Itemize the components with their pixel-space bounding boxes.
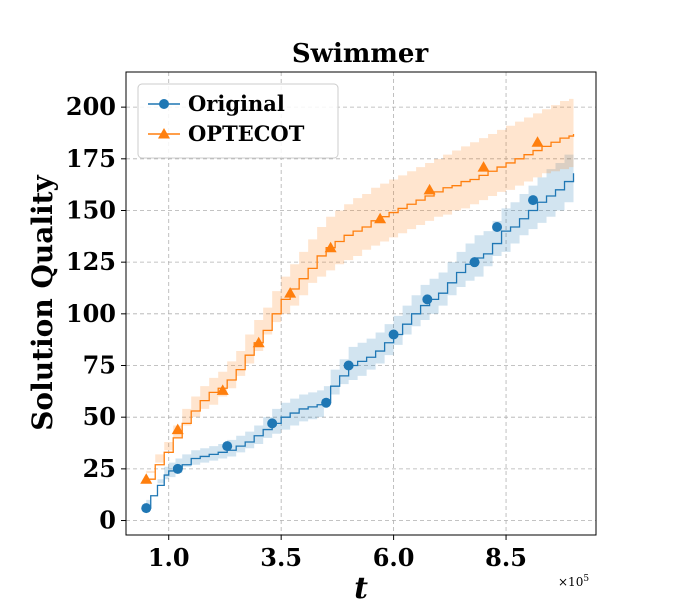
y-tick-label: 200 (66, 92, 116, 121)
original-point (172, 463, 183, 474)
y-tick-label: 175 (66, 144, 116, 173)
legend-box (137, 83, 339, 159)
x-axis-label: t (354, 571, 368, 600)
original-point (492, 222, 503, 233)
original-point (141, 503, 152, 514)
y-tick-label: 100 (66, 299, 116, 328)
optecot-point (423, 183, 436, 195)
legend-optecot-label: OPTECOT (188, 121, 305, 146)
optecot-point (284, 287, 297, 298)
y-tick-label: 0 (99, 506, 116, 535)
series-markers (140, 136, 544, 514)
plot-frame (125, 71, 597, 536)
optecot-point (171, 423, 184, 435)
optecot-point (140, 473, 153, 484)
x-multiplier-base: ×10 (558, 575, 583, 589)
optecot-point (477, 161, 490, 172)
x-tick-label: 1.0 (148, 543, 190, 572)
legend: Original OPTECOT (137, 83, 339, 159)
optecot-point (252, 336, 265, 348)
x-axis-ticks: 1.0 3.5 6.0 8.5 (148, 535, 527, 572)
optecot-band (146, 96, 574, 486)
optecot-line (146, 134, 575, 480)
original-point (343, 360, 354, 371)
y-tick-label: 50 (83, 402, 116, 431)
y-tick-label: 150 (66, 195, 116, 224)
original-point (321, 397, 332, 408)
y-tick-label: 125 (66, 247, 116, 276)
x-axis-multiplier: ×105 (558, 574, 589, 589)
y-tick-label: 25 (83, 454, 116, 483)
y-axis-ticks: 0 25 50 75 100 125 150 175 200 (66, 92, 126, 535)
x-multiplier-exponent: 5 (583, 574, 589, 584)
optecot-point (324, 241, 337, 253)
original-point (388, 329, 399, 340)
legend-optecot-marker (158, 128, 170, 139)
optecot-point (531, 136, 544, 147)
y-axis-label: Solution Quality (26, 174, 59, 430)
chart-title: Swimmer (292, 39, 429, 69)
original-point (469, 257, 480, 268)
x-tick-label: 6.0 (373, 543, 415, 572)
y-tick-label: 75 (83, 351, 116, 380)
original-point (267, 418, 278, 429)
legend-original-marker (159, 99, 169, 109)
optecot-point (216, 384, 229, 395)
original-point (422, 294, 433, 305)
confidence-bands (146, 96, 574, 511)
original-point (222, 441, 233, 452)
x-tick-label: 3.5 (260, 543, 302, 572)
original-point (528, 195, 539, 206)
x-tick-label: 8.5 (485, 543, 527, 572)
optecot-point (374, 212, 387, 224)
legend-original-label: Original (188, 91, 285, 116)
